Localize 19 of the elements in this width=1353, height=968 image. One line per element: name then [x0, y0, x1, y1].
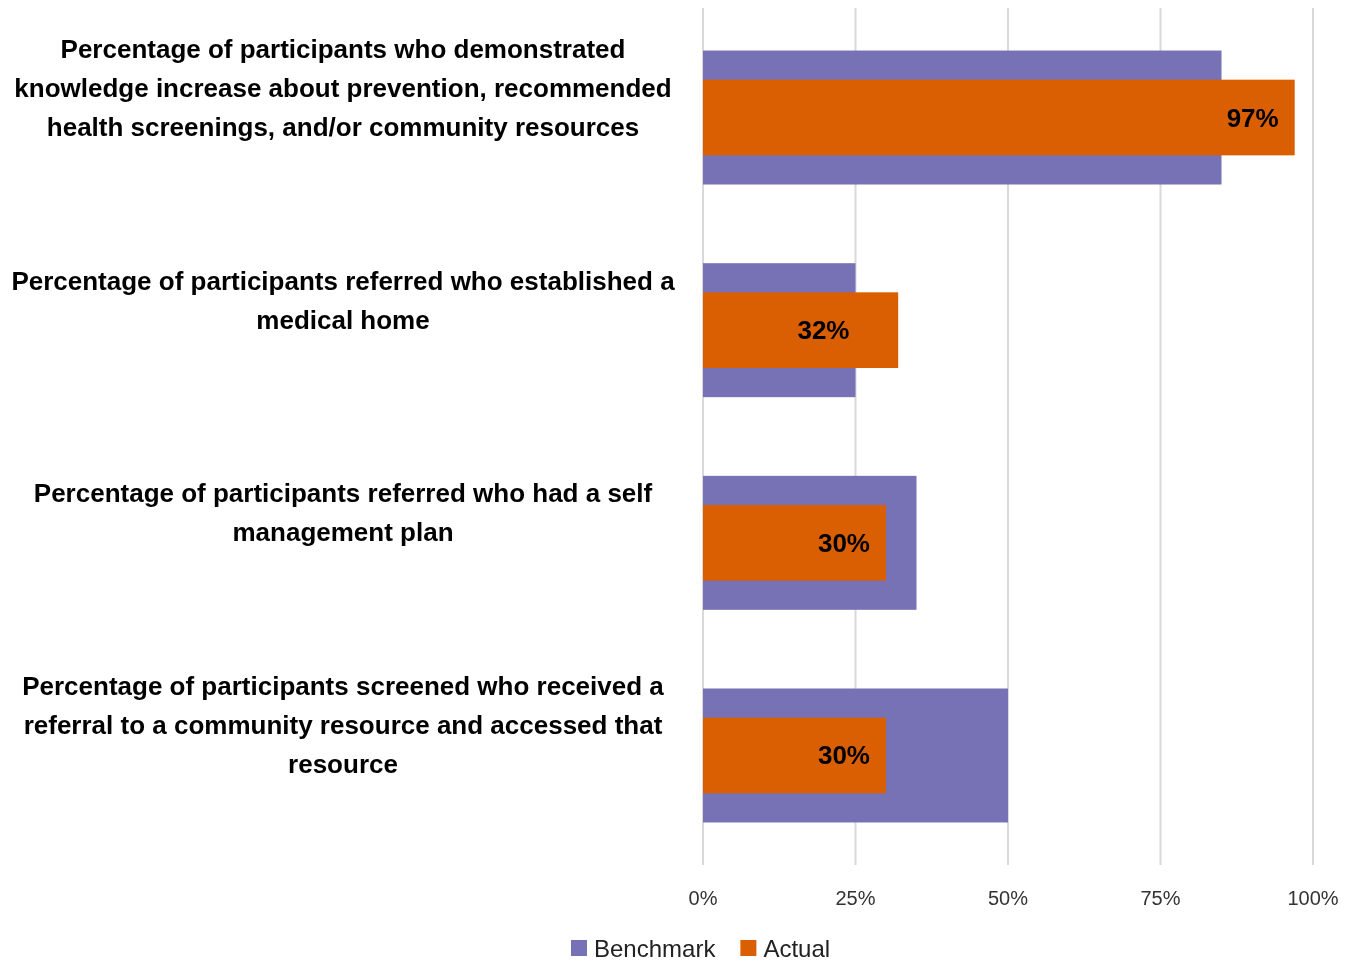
data-label: 97%: [1226, 102, 1279, 133]
x-tick-label: 100%: [1287, 887, 1339, 909]
bar: [703, 504, 886, 581]
y-tick-label: Percentage of participants screened who received a referral to a community resource and accessed that resource: [22, 671, 665, 780]
bar: [703, 79, 1295, 156]
y-tick-label: Percentage of participants referred who had a self management plan: [33, 478, 653, 548]
legend-label: Benchmark: [594, 934, 717, 962]
x-tick-label: 50%: [987, 887, 1029, 909]
bar: [703, 717, 886, 794]
x-tick-label: 0%: [688, 887, 718, 909]
legend-label: Actual: [763, 934, 831, 962]
y-tick-label: Percentage of participants who demonstrated knowledge increase about prevention, recommended health screenings, and/or community resources: [14, 33, 672, 142]
x-tick-label: 75%: [1140, 887, 1181, 909]
data-label: 32%: [797, 315, 850, 346]
data-label: 30%: [817, 527, 870, 558]
bar: [703, 292, 899, 369]
y-tick-label: Percentage of participants referred who established a medical home: [11, 265, 676, 335]
data-label: 30%: [817, 740, 870, 771]
x-tick-label: 25%: [835, 887, 876, 909]
